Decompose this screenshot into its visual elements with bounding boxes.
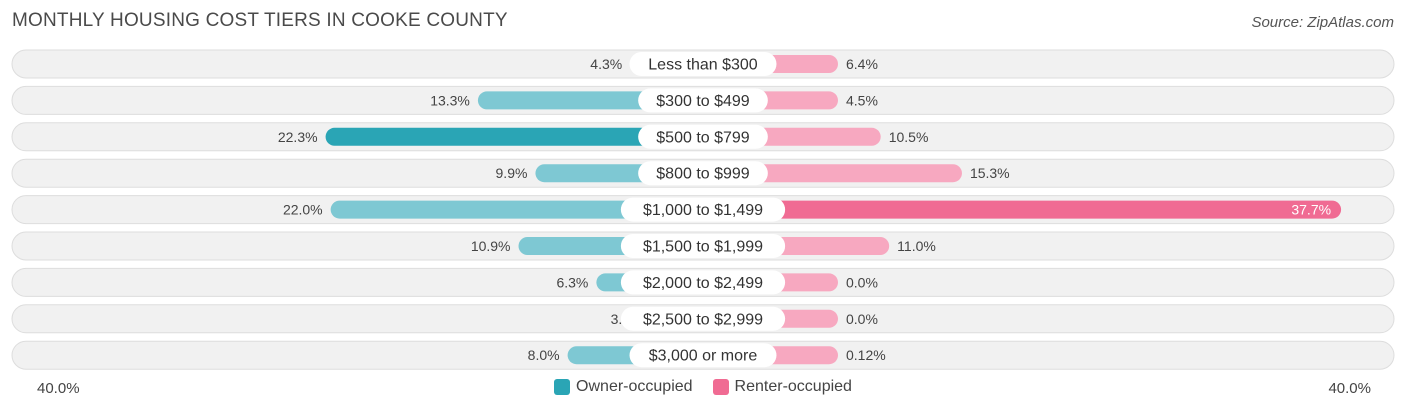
category-pill (620, 234, 786, 258)
owner-swatch (554, 379, 571, 395)
axis-label-right: 40.0% (1328, 380, 1371, 397)
renter-value-label: 4.5% (846, 92, 878, 108)
renter-bar (703, 164, 962, 183)
source-note: Source: ZipAtlas.com (1251, 14, 1394, 31)
owner-value-label: 10.9% (471, 238, 511, 254)
category-label: $1,500 to $1,999 (643, 239, 763, 256)
renter-value-label: 15.3% (970, 165, 1010, 181)
owner-bar (325, 127, 703, 146)
legend-label-owner: Owner-occupied (576, 378, 693, 395)
owner-value-label: 8.0% (528, 347, 560, 363)
category-label: $3,000 or more (649, 348, 758, 365)
category-label: $1,000 to $1,499 (643, 202, 763, 219)
category-label: $2,500 to $2,999 (643, 311, 763, 328)
renter-value-label: 0.0% (846, 311, 878, 327)
legend-item-owner: Owner-occupied (554, 378, 693, 396)
category-label: $500 to $799 (656, 129, 750, 146)
category-pill (638, 161, 768, 186)
category-label: $800 to $999 (656, 166, 750, 183)
legend-item-renter: Renter-occupied (712, 378, 852, 396)
category-label: $300 to $499 (656, 93, 750, 110)
category-label: $2,000 to $2,499 (643, 275, 763, 292)
owner-value-label: 6.3% (556, 274, 588, 290)
renter-value-label: 0.0% (846, 274, 878, 290)
owner-bar (330, 200, 703, 219)
category-pill (620, 270, 786, 295)
renter-swatch (712, 379, 729, 395)
category-pill (620, 306, 786, 331)
renter-value-label: 6.4% (846, 56, 878, 72)
legend: Owner-occupied Renter-occupied (0, 378, 1406, 396)
owner-value-label: 9.9% (496, 165, 528, 181)
renter-value-label: 11.0% (897, 238, 936, 254)
legend-label-renter: Renter-occupied (734, 378, 852, 395)
renter-value-label: 10.5% (889, 129, 929, 145)
renter-bar (703, 200, 1342, 219)
category-pill (629, 52, 777, 76)
owner-value-label: 22.0% (283, 202, 323, 218)
category-pill (620, 197, 786, 222)
owner-value-label: 4.3% (590, 56, 622, 72)
renter-value-label: 37.7% (1291, 202, 1331, 218)
owner-value-label: 13.3% (430, 92, 470, 108)
category-pill (638, 88, 768, 113)
chart-title: MONTHLY HOUSING COST TIERS IN COOKE COUN… (12, 10, 508, 31)
owner-value-label: 22.3% (278, 129, 318, 145)
category-pill (638, 124, 768, 149)
category-label: Less than $300 (648, 57, 758, 74)
renter-value-label: 0.12% (846, 347, 886, 363)
category-pill (629, 343, 777, 368)
axis-label-left: 40.0% (37, 380, 80, 397)
